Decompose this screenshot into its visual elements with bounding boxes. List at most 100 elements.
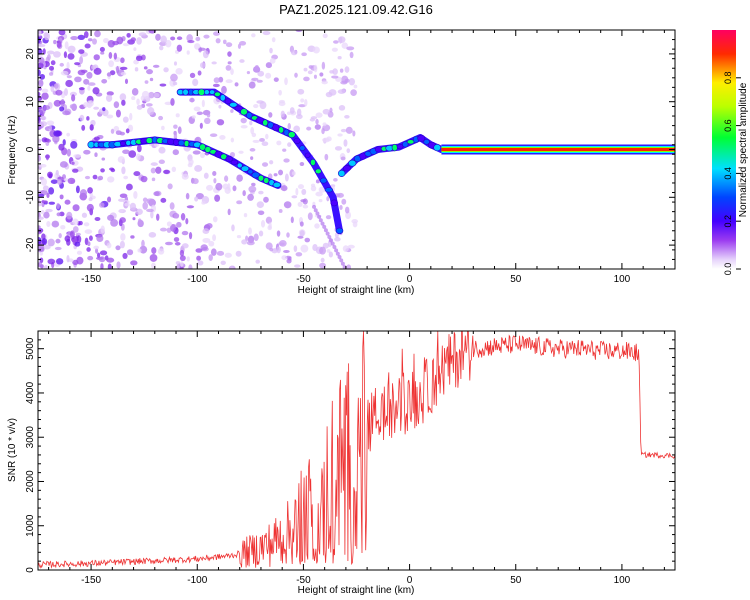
- speckle-point: [208, 254, 213, 262]
- speckle-point: [92, 38, 97, 45]
- speckle-point: [282, 148, 287, 152]
- spectral-blob: [263, 177, 270, 184]
- speckle-point: [141, 239, 145, 248]
- speckle-point: [202, 237, 211, 243]
- spectral-blob: [299, 145, 306, 151]
- speckle-point: [38, 261, 43, 268]
- speckle-point: [312, 243, 318, 252]
- spectral-blob: [214, 91, 221, 97]
- speckle-point: [238, 150, 244, 154]
- spectral-blob: [337, 169, 346, 177]
- speckle-point: [280, 185, 288, 192]
- speckle-point: [302, 204, 309, 209]
- speckle-point: [156, 213, 160, 221]
- speckle-point: [213, 177, 217, 184]
- speckle-point: [346, 264, 352, 269]
- speckle-point: [313, 74, 317, 79]
- speckle-point: [194, 43, 201, 50]
- speckle-point: [353, 84, 358, 89]
- speckle-point: [179, 255, 186, 262]
- spectral-blob: [396, 144, 404, 150]
- speckle-point: [110, 168, 116, 173]
- speckle-point: [212, 171, 217, 176]
- spectral-blob: [229, 102, 238, 108]
- speckle-point: [287, 257, 292, 261]
- speckle-point: [53, 130, 61, 137]
- x-tick-label: 100: [614, 274, 631, 285]
- y-tick-label: 0: [25, 567, 36, 573]
- y-tick-label: 20: [25, 48, 36, 60]
- speckle-point: [144, 80, 149, 84]
- speckle-point: [119, 217, 126, 224]
- speckle-point: [133, 190, 138, 199]
- speckle-point: [302, 198, 308, 205]
- speckle-point: [110, 128, 115, 134]
- speckle-point: [173, 213, 180, 219]
- speckle-point: [265, 72, 272, 79]
- spectral-blob: [166, 138, 175, 145]
- colorbar-ticks: 0.0 0.2 0.4 0.6 0.8: [723, 72, 741, 275]
- speckle-point: [250, 156, 254, 161]
- speckle-point: [87, 241, 91, 247]
- speckle-point: [159, 45, 164, 51]
- speckle-point: [188, 158, 194, 166]
- speckle-point: [146, 69, 154, 75]
- speckle-point: [115, 65, 120, 74]
- speckle-point: [98, 202, 105, 208]
- speckle-point: [273, 173, 278, 177]
- speckle-point: [56, 40, 62, 48]
- speckle-point: [81, 212, 88, 218]
- snr-y-axis: 0 1000 2000 3000 4000 5000: [25, 330, 675, 573]
- speckle-point: [186, 205, 195, 209]
- speckle-point: [79, 56, 84, 65]
- speckle-point: [248, 227, 252, 235]
- speckle-point: [45, 208, 53, 213]
- spectral-blob: [183, 140, 190, 148]
- speckle-point: [172, 149, 179, 156]
- speckle-point: [118, 209, 124, 213]
- speckle-point: [64, 41, 69, 50]
- spectral-blob: [125, 139, 132, 146]
- speckle-point: [75, 232, 81, 236]
- speckle-point: [76, 256, 84, 265]
- speckle-point: [253, 104, 259, 109]
- speckle-point: [221, 85, 227, 94]
- speckle-point: [133, 47, 137, 52]
- speckle-point: [179, 266, 184, 269]
- speckle-point: [53, 39, 57, 45]
- speckle-point: [227, 61, 232, 65]
- speckle-point: [158, 159, 165, 164]
- speckle-point: [55, 238, 61, 244]
- speckle-point: [234, 82, 239, 87]
- speckle-point: [294, 72, 298, 78]
- speckle-point: [293, 245, 298, 252]
- speckle-point: [141, 90, 150, 99]
- speckle-point: [106, 242, 112, 249]
- speckle-point: [220, 260, 226, 265]
- speckle-point: [331, 75, 339, 79]
- speckle-point: [66, 132, 70, 137]
- speckle-point: [113, 101, 120, 109]
- speckle-point: [301, 188, 307, 195]
- speckle-point: [136, 37, 142, 45]
- speckle-point: [214, 194, 221, 202]
- spectral-blob: [224, 98, 232, 105]
- speckle-point: [142, 197, 148, 203]
- speckle-point: [125, 128, 130, 134]
- speckle-point: [315, 112, 323, 118]
- speckle-point: [317, 214, 322, 219]
- speckle-point: [320, 221, 325, 226]
- speckle-point: [265, 216, 273, 224]
- speckle-point: [74, 76, 82, 83]
- speckle-point: [107, 176, 115, 183]
- speckle-point: [107, 196, 112, 203]
- speckle-point: [48, 72, 54, 76]
- speckle-point: [265, 62, 273, 69]
- speckle-point: [75, 185, 80, 194]
- speckle-point: [134, 67, 139, 72]
- speckle-point: [97, 175, 104, 181]
- spectrogram-y-axis-label: Frequency (Hz): [7, 116, 18, 185]
- speckle-point: [47, 171, 53, 178]
- spectral-blob: [247, 169, 254, 175]
